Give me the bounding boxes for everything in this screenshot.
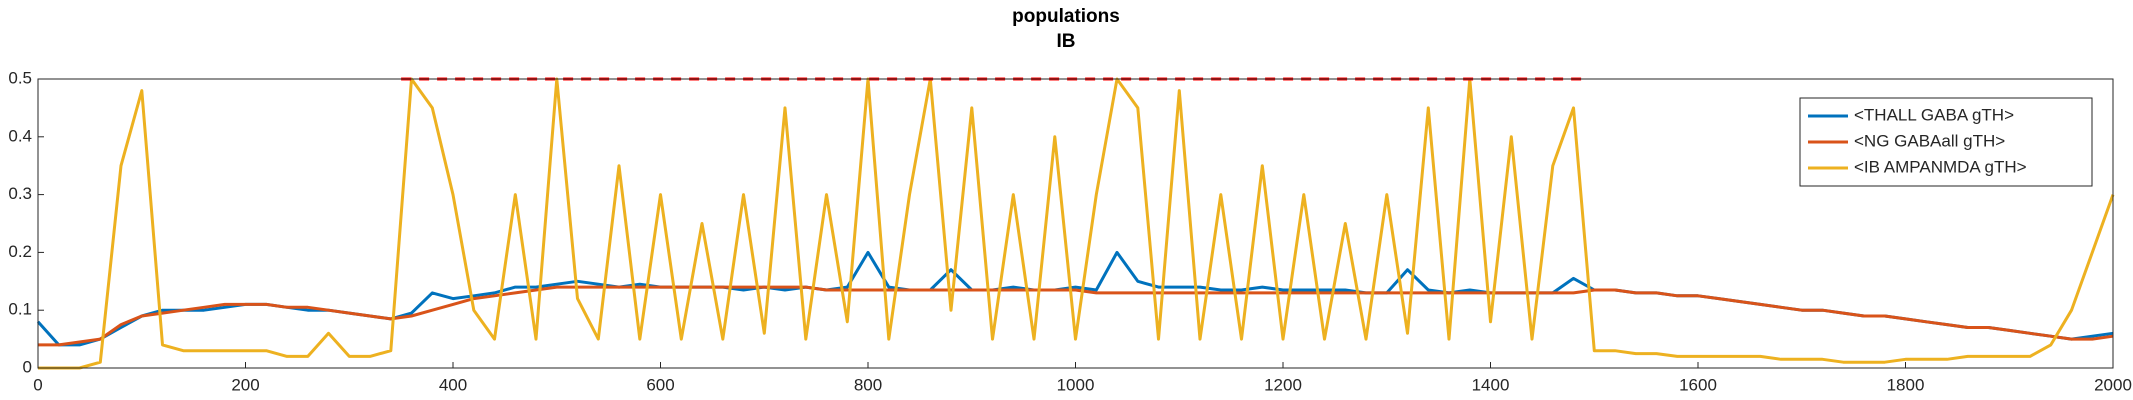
x-tick-label: 1200 bbox=[1264, 375, 1302, 394]
x-tick-label: 0 bbox=[33, 375, 42, 394]
plot-area bbox=[38, 79, 2113, 368]
legend-label: <IB AMPANMDA gTH> bbox=[1854, 157, 2027, 176]
x-tick-label: 1600 bbox=[1679, 375, 1717, 394]
chart-subtitle: IB bbox=[1057, 31, 1076, 52]
x-tick-label: 2000 bbox=[2094, 375, 2132, 394]
y-tick-label: 0.5 bbox=[8, 68, 32, 87]
y-tick-label: 0.1 bbox=[8, 300, 32, 319]
x-tick-label: 1800 bbox=[1887, 375, 1925, 394]
x-tick-label: 600 bbox=[646, 375, 674, 394]
x-tick-label: 200 bbox=[231, 375, 259, 394]
x-tick-label: 400 bbox=[439, 375, 467, 394]
y-tick-label: 0.2 bbox=[8, 242, 32, 261]
chart-title: populations bbox=[1012, 6, 1120, 27]
series-line bbox=[38, 77, 2115, 370]
y-tick-label: 0.4 bbox=[8, 126, 32, 145]
y-tick-label: 0 bbox=[23, 357, 32, 376]
x-tick-label: 1400 bbox=[1472, 375, 1510, 394]
axes-box bbox=[37, 78, 2114, 369]
y-tick-label: 0.3 bbox=[8, 184, 32, 203]
x-tick-label: 800 bbox=[854, 375, 882, 394]
x-tick-label: 1000 bbox=[1057, 375, 1095, 394]
legend-label: <NG GABAall gTH> bbox=[1854, 131, 2005, 150]
legend-label: <THALL GABA gTH> bbox=[1854, 105, 2014, 124]
series-line bbox=[38, 285, 2114, 347]
legend-box bbox=[1799, 97, 2093, 187]
